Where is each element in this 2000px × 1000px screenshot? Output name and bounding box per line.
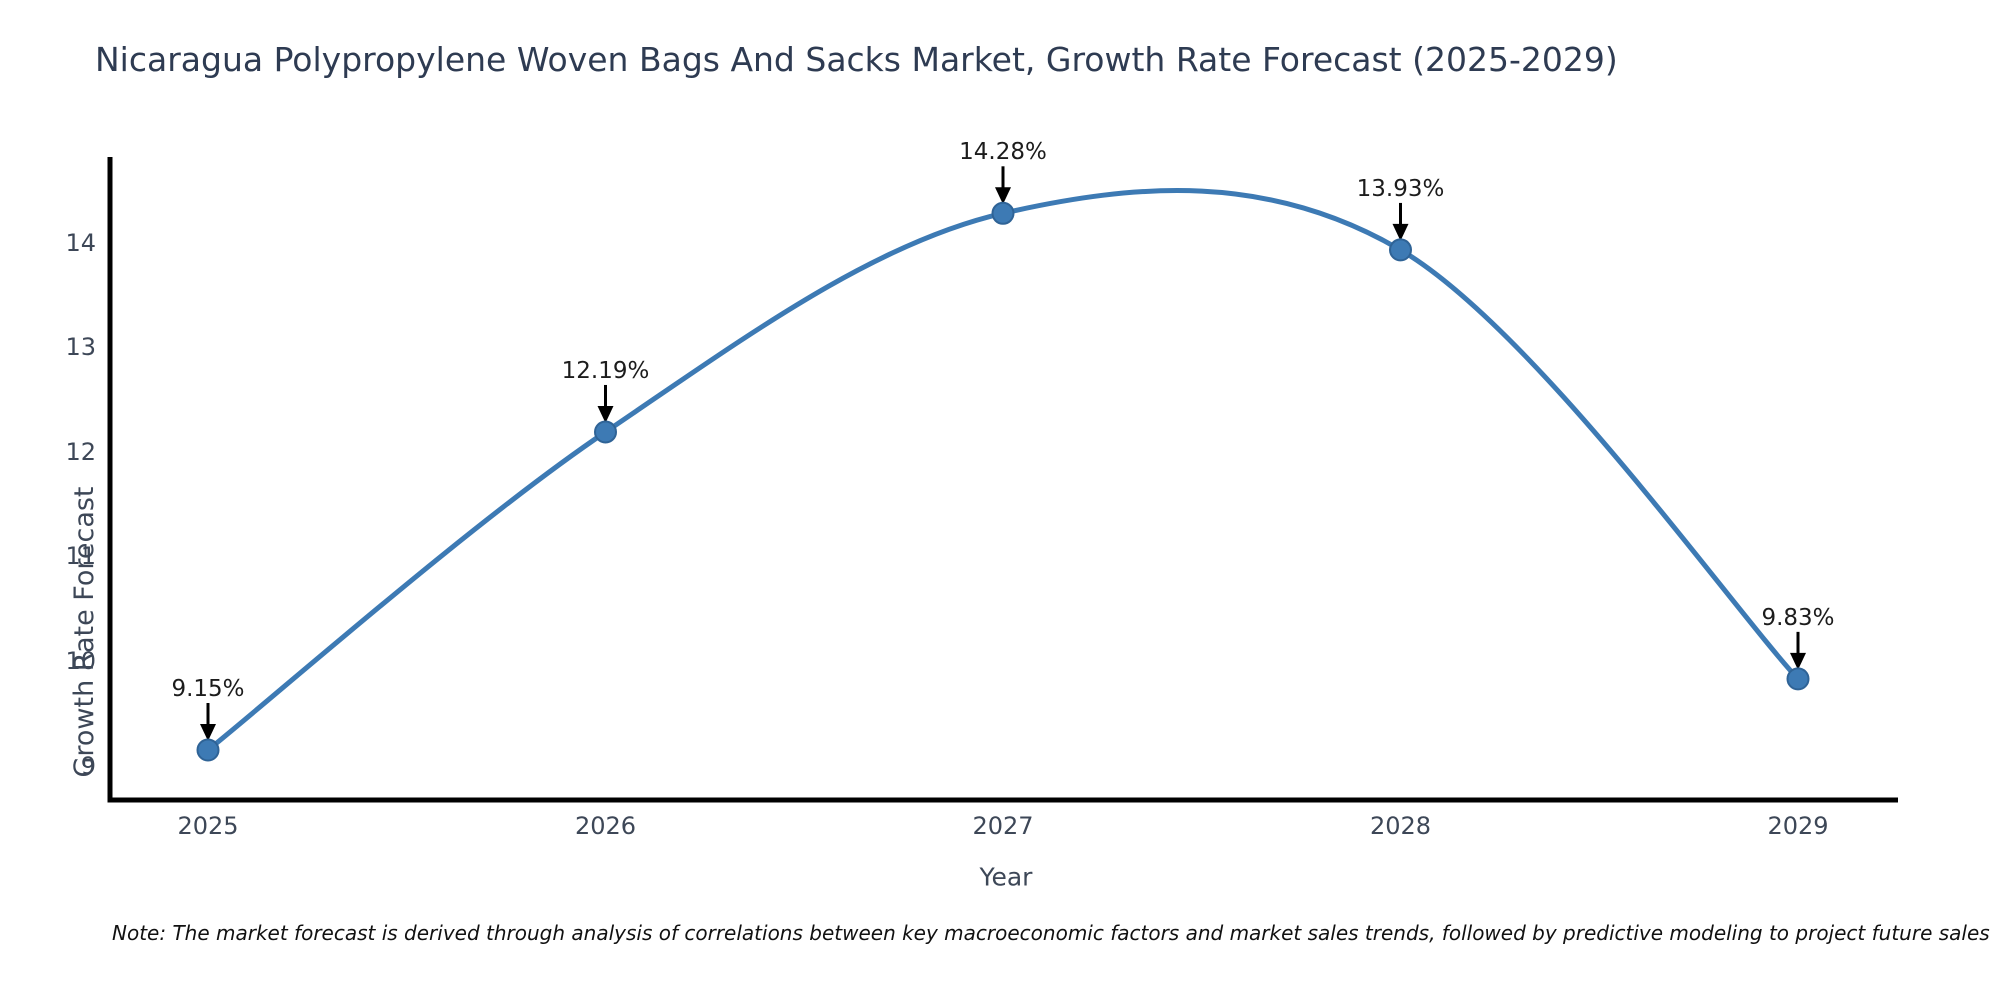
annotation-arrow-head — [1790, 652, 1806, 670]
x-tick-label: 2026 — [574, 812, 637, 840]
y-tick-label: 14 — [65, 228, 96, 257]
forecast-line — [205, 188, 1801, 753]
data-point-label: 13.93% — [1356, 175, 1445, 202]
line-series — [205, 188, 1801, 753]
data-point-marker — [1389, 238, 1412, 262]
data-point-marker — [1786, 667, 1810, 691]
chart-title: Nicaragua Polypropylene Woven Bags And S… — [95, 40, 1618, 79]
x-tick-label: 2025 — [177, 812, 239, 840]
data-point-marker — [196, 738, 220, 762]
annotation-arrow-head — [1392, 223, 1409, 241]
data-point-label: 12.19% — [561, 357, 650, 384]
annotation-arrow-head — [597, 405, 614, 423]
y-tick-label: 13 — [65, 333, 96, 362]
data-point-markers — [196, 201, 1810, 762]
x-tick-label: 2028 — [1369, 812, 1432, 840]
y-tick-label: 9 — [80, 751, 96, 780]
annotation-arrows — [200, 166, 1806, 742]
data-point-label: 14.28% — [959, 139, 1047, 166]
footnote: Note: The market forecast is derived thr… — [112, 921, 1990, 945]
y-tick-label: 12 — [65, 437, 96, 466]
y-tick-label: 11 — [65, 542, 96, 571]
data-point-marker — [594, 420, 617, 444]
x-tick-label: 2027 — [972, 812, 1034, 840]
annotation-arrow-head — [200, 724, 216, 742]
y-tick-label: 10 — [65, 647, 96, 676]
data-point-label: 9.83% — [1761, 604, 1835, 631]
y-axis-title: Growth Rate Forecast — [69, 486, 100, 778]
x-axis-title: Year — [979, 862, 1033, 892]
data-point-marker — [991, 201, 1015, 225]
x-tick-label: 2029 — [1767, 812, 1829, 840]
annotation-arrow-head — [995, 187, 1011, 205]
data-point-label: 9.15% — [171, 676, 245, 702]
